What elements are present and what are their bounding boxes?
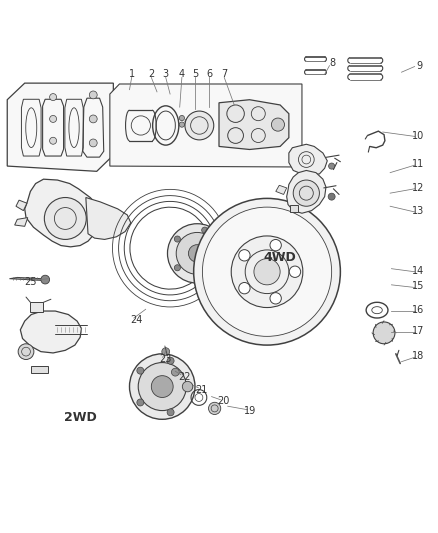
Text: 4: 4: [179, 69, 185, 79]
Circle shape: [151, 376, 173, 398]
Text: 21: 21: [195, 385, 208, 394]
Circle shape: [18, 344, 34, 359]
Circle shape: [137, 367, 144, 374]
Text: 17: 17: [411, 326, 424, 336]
Circle shape: [49, 94, 57, 101]
Circle shape: [130, 354, 195, 419]
Polygon shape: [31, 366, 48, 374]
Circle shape: [167, 409, 174, 416]
Text: 24: 24: [131, 315, 143, 325]
Circle shape: [41, 275, 49, 284]
Text: 22: 22: [178, 372, 191, 382]
Circle shape: [201, 227, 208, 233]
Text: 10: 10: [412, 131, 424, 141]
Text: 7: 7: [221, 69, 227, 79]
Circle shape: [137, 399, 144, 406]
Polygon shape: [110, 84, 302, 167]
Text: 3: 3: [162, 69, 169, 79]
Circle shape: [176, 232, 218, 274]
Polygon shape: [219, 100, 289, 149]
Circle shape: [185, 111, 214, 140]
Circle shape: [49, 138, 57, 144]
Text: 20: 20: [217, 396, 230, 406]
Circle shape: [194, 198, 340, 345]
Text: 14: 14: [412, 266, 424, 276]
Text: 16: 16: [412, 305, 424, 315]
Circle shape: [89, 91, 97, 99]
Circle shape: [179, 122, 184, 127]
Text: 5: 5: [192, 69, 198, 79]
Circle shape: [89, 139, 97, 147]
Text: 23: 23: [159, 354, 172, 364]
Polygon shape: [86, 198, 131, 239]
Polygon shape: [290, 205, 298, 212]
Text: 6: 6: [206, 69, 212, 79]
Circle shape: [182, 381, 193, 392]
Text: 1: 1: [129, 69, 135, 79]
Circle shape: [167, 357, 174, 365]
Circle shape: [185, 119, 190, 124]
Polygon shape: [7, 83, 113, 171]
Circle shape: [188, 245, 206, 262]
Polygon shape: [14, 217, 28, 227]
Circle shape: [171, 368, 179, 376]
Text: 11: 11: [412, 159, 424, 169]
Polygon shape: [25, 179, 100, 247]
Circle shape: [162, 348, 170, 356]
Circle shape: [270, 239, 281, 251]
Circle shape: [289, 266, 300, 277]
Polygon shape: [276, 185, 287, 195]
Circle shape: [167, 224, 227, 283]
Polygon shape: [16, 200, 27, 211]
Circle shape: [202, 207, 332, 336]
Circle shape: [219, 251, 225, 256]
Text: 2: 2: [148, 69, 155, 79]
Text: 18: 18: [412, 351, 424, 361]
Circle shape: [254, 259, 280, 285]
Circle shape: [270, 293, 281, 304]
Polygon shape: [10, 277, 43, 280]
Text: 2WD: 2WD: [64, 410, 96, 424]
Polygon shape: [289, 144, 327, 175]
Circle shape: [231, 236, 303, 308]
Circle shape: [293, 180, 319, 206]
Circle shape: [186, 383, 193, 390]
Text: 15: 15: [411, 281, 424, 291]
Circle shape: [208, 402, 221, 415]
Circle shape: [44, 198, 86, 239]
Polygon shape: [287, 171, 326, 213]
Circle shape: [201, 273, 208, 280]
Circle shape: [373, 322, 395, 344]
Circle shape: [328, 163, 335, 169]
Text: 12: 12: [411, 183, 424, 193]
Text: 8: 8: [329, 59, 336, 68]
Circle shape: [272, 118, 285, 131]
Polygon shape: [30, 302, 43, 312]
Circle shape: [174, 265, 180, 271]
Circle shape: [179, 116, 184, 120]
Text: 13: 13: [412, 206, 424, 216]
Circle shape: [138, 362, 186, 410]
Text: 25: 25: [24, 277, 37, 287]
Circle shape: [239, 249, 250, 261]
Circle shape: [89, 115, 97, 123]
Circle shape: [174, 236, 180, 242]
Circle shape: [328, 193, 335, 200]
Text: 9: 9: [417, 61, 423, 71]
Polygon shape: [20, 311, 81, 353]
Circle shape: [49, 116, 57, 123]
Circle shape: [239, 282, 250, 294]
Text: 19: 19: [244, 407, 257, 416]
Text: 4WD: 4WD: [264, 251, 297, 264]
